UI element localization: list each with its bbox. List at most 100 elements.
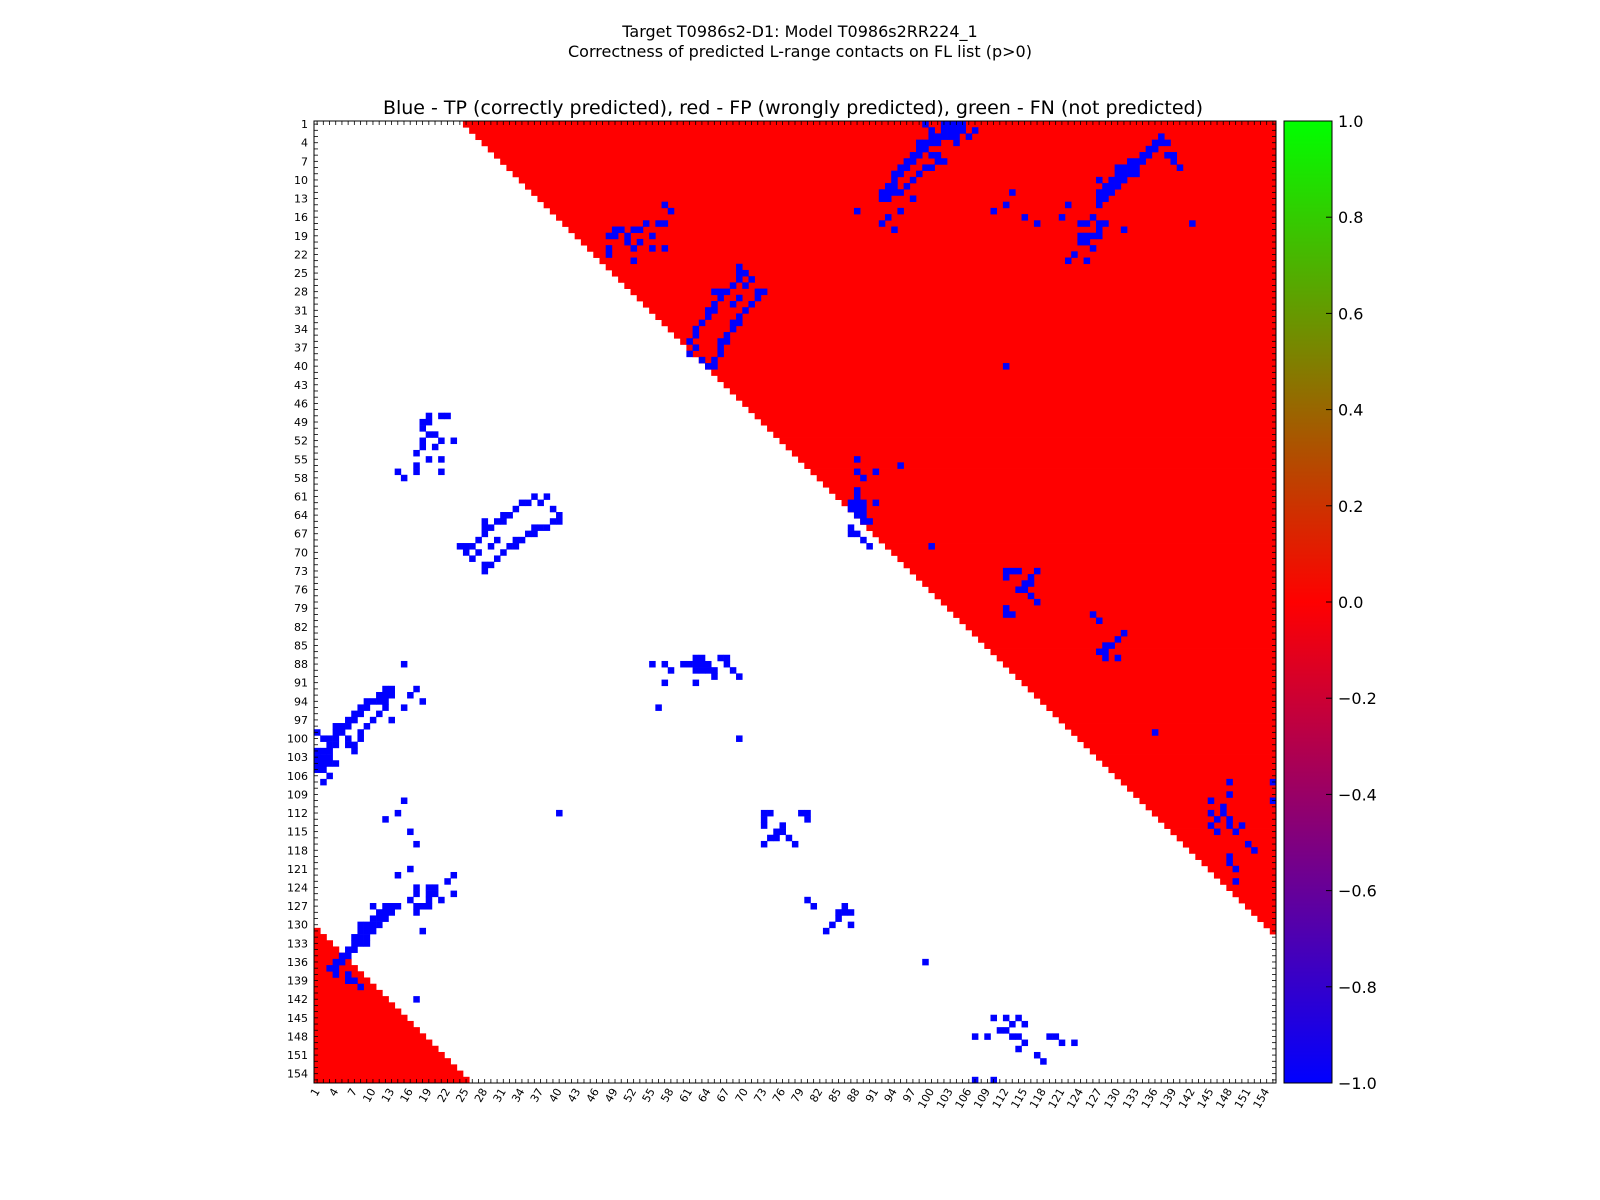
- tp-cell: [953, 133, 960, 140]
- tp-cell: [891, 170, 898, 178]
- tp-cell: [667, 207, 675, 215]
- tp-cell: [717, 350, 724, 358]
- tp-cell: [661, 201, 669, 209]
- fp-region-row-lower: [314, 1033, 427, 1040]
- tp-cell: [853, 499, 861, 507]
- tp-cell: [1120, 170, 1128, 178]
- fp-region-row-upper: [1127, 785, 1277, 792]
- tp-cell: [717, 288, 724, 296]
- fp-region-row-upper: [903, 561, 1277, 569]
- fp-region-row-upper: [642, 300, 1277, 308]
- tp-cell: [860, 499, 867, 507]
- tp-cell: [394, 468, 402, 476]
- tp-cell: [680, 660, 687, 668]
- tp-cell: [847, 921, 855, 929]
- tp-cell: [729, 282, 737, 289]
- tp-cell: [655, 220, 662, 227]
- tp-cell: [1027, 592, 1035, 600]
- tp-cell: [326, 735, 333, 742]
- tp-cell: [953, 127, 960, 134]
- tp-cell: [376, 698, 383, 705]
- tp-cell: [382, 909, 389, 916]
- tp-cell: [1207, 822, 1215, 829]
- tp-cell: [1077, 220, 1084, 227]
- tp-cell: [847, 505, 855, 513]
- tp-cell: [1033, 567, 1041, 575]
- y-tick-label: 91: [294, 677, 308, 690]
- x-tick-label: 46: [584, 1086, 602, 1105]
- tp-cell: [332, 741, 340, 749]
- tp-cell: [400, 660, 408, 668]
- fp-region-row-upper: [618, 276, 1277, 283]
- tp-cell: [475, 549, 482, 556]
- tp-cell: [400, 704, 408, 711]
- tp-cell: [1096, 232, 1103, 240]
- fp-region-row-upper: [605, 263, 1277, 271]
- tp-cell: [1077, 238, 1084, 246]
- fp-region-row-upper: [984, 642, 1277, 649]
- colorbar-tick-label: 1.0: [1338, 112, 1363, 131]
- fp-region-row-upper: [636, 294, 1277, 302]
- tp-cell: [382, 915, 389, 922]
- tp-cell: [1114, 636, 1122, 643]
- fp-region-row-upper: [692, 350, 1277, 358]
- tp-cell: [413, 890, 420, 898]
- tp-cell: [1164, 152, 1171, 159]
- tp-cell: [971, 1033, 979, 1040]
- tp-cell: [779, 822, 786, 829]
- tp-cell: [1071, 251, 1078, 258]
- y-tick-label: 130: [287, 919, 308, 932]
- x-tick-label: 139: [1157, 1086, 1179, 1111]
- tp-cell: [717, 654, 724, 662]
- tp-cell: [853, 505, 861, 513]
- x-tick-label: 103: [934, 1086, 956, 1111]
- tp-cell: [897, 164, 904, 171]
- x-tick-label: 4: [327, 1086, 342, 1099]
- tp-cell: [705, 660, 712, 668]
- tp-cell: [394, 809, 402, 817]
- tp-cell: [1151, 145, 1159, 153]
- tp-cell: [351, 716, 358, 724]
- tp-cell: [928, 164, 935, 171]
- y-tick-label: 145: [287, 1012, 308, 1025]
- colorbar-tick-label: −0.4: [1338, 785, 1377, 804]
- tp-cell: [444, 878, 451, 885]
- tp-cell: [916, 152, 923, 159]
- fp-region-row-upper: [835, 493, 1277, 500]
- tp-cell: [1015, 1014, 1022, 1022]
- tp-cell: [804, 896, 811, 904]
- tp-cell: [1002, 1027, 1010, 1034]
- y-tick-label: 124: [287, 882, 308, 895]
- fp-region-row-upper: [1195, 853, 1277, 860]
- tp-cell: [419, 698, 427, 705]
- tp-cell: [1151, 729, 1159, 736]
- tp-cell: [1232, 865, 1240, 873]
- fp-region-row-upper: [1015, 673, 1277, 680]
- tp-cell: [1077, 232, 1084, 240]
- tp-cell: [425, 412, 433, 420]
- tp-cell: [711, 288, 718, 296]
- tp-cell: [1102, 189, 1109, 196]
- x-tick-label: 43: [565, 1086, 583, 1105]
- x-tick-label: 49: [602, 1086, 620, 1105]
- tp-cell: [711, 356, 718, 364]
- tp-cell: [549, 505, 557, 513]
- tp-cell: [357, 983, 364, 991]
- tp-cell: [705, 363, 712, 370]
- tp-cell: [729, 325, 737, 333]
- tp-cell: [320, 760, 327, 767]
- tp-cell: [363, 698, 371, 705]
- tp-cell: [481, 530, 489, 538]
- tp-cell: [717, 338, 724, 345]
- tp-cell: [655, 704, 662, 711]
- tp-cell: [345, 952, 352, 960]
- tp-cell: [742, 307, 749, 314]
- tp-cell: [1002, 605, 1010, 612]
- tp-cell: [829, 921, 836, 929]
- tp-cell: [1083, 220, 1091, 227]
- fp-region-row-upper: [1114, 772, 1277, 780]
- fp-region-row-upper: [1251, 909, 1277, 916]
- tp-cell: [1120, 226, 1128, 234]
- tp-cell: [438, 896, 445, 904]
- tp-cell: [351, 741, 358, 749]
